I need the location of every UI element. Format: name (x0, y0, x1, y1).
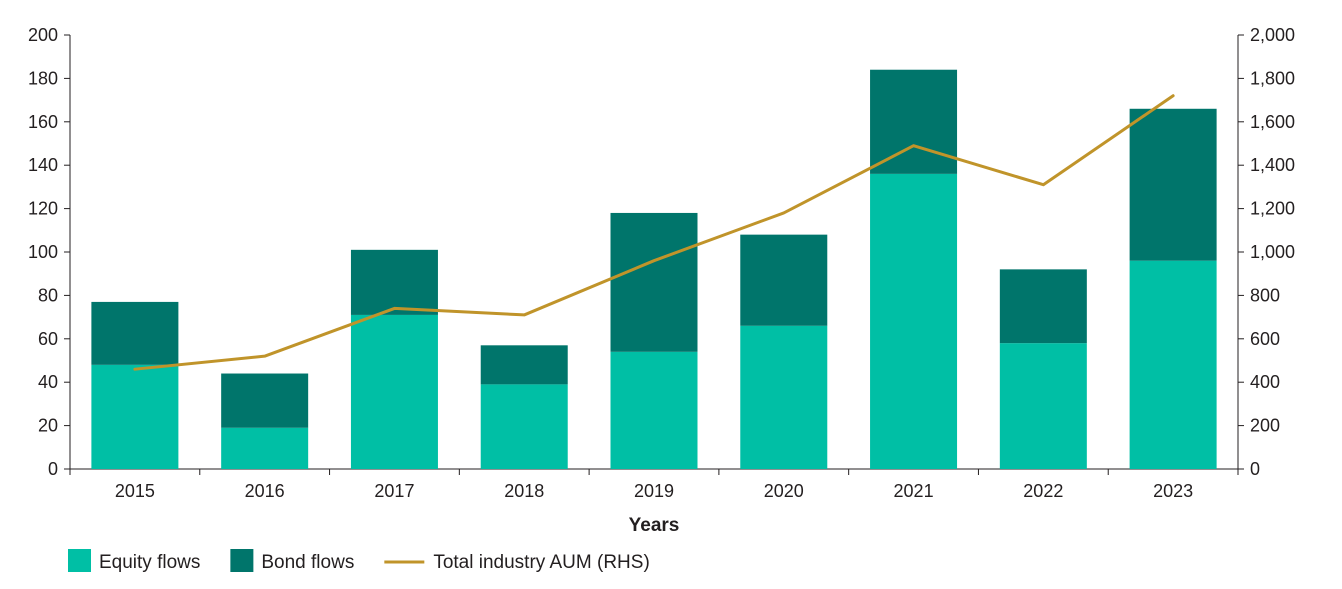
y-left-tick-label: 180 (28, 68, 58, 88)
bond-flows-bar (91, 301, 179, 365)
y-right-tick-label: 400 (1250, 372, 1280, 392)
x-tick-label: 2018 (504, 481, 544, 501)
y-right-tick-label: 1,000 (1250, 242, 1295, 262)
y-left-tick-label: 140 (28, 155, 58, 175)
equity-flows-bar (480, 384, 568, 469)
y-right-tick-label: 1,200 (1250, 199, 1295, 219)
bond-flows-bar (999, 269, 1087, 344)
y-left-tick-label: 0 (48, 459, 58, 479)
y-right-tick-label: 1,800 (1250, 68, 1295, 88)
y-left-tick-label: 100 (28, 242, 58, 262)
y-left-tick-label: 60 (38, 329, 58, 349)
x-tick-label: 2019 (634, 481, 674, 501)
x-axis: 2015 2016 2017 2018 2019 2020 2021 2022 2023 (69, 468, 1239, 501)
y-axis-left: 0 20 40 60 80 100 120 140 160 180 200 (28, 25, 71, 479)
y-right-tick-label: 800 (1250, 285, 1280, 305)
bond-flows-bar (610, 212, 698, 352)
equity-flows-bar (221, 427, 309, 469)
aum-line-path (133, 94, 1175, 371)
x-tick-label: 2021 (894, 481, 934, 501)
bond-flows-bar (350, 249, 438, 315)
bond-flows-bar (1129, 108, 1217, 261)
y-axis-right: 0 200 400 600 800 1,000 1,200 1,400 1,600 1,800 2,… (1237, 25, 1295, 479)
y-right-tick-label: 2,000 (1250, 25, 1295, 45)
legend-label-bond-flows: Bond flows (261, 552, 354, 573)
bond-flows-bar (221, 373, 309, 428)
y-right-tick-label: 0 (1250, 459, 1260, 479)
equity-flows-bar (350, 314, 438, 469)
equity-flows-bar (1129, 260, 1217, 469)
equity-flows-bar (740, 325, 828, 469)
y-left-tick-label: 200 (28, 25, 58, 45)
x-tick-label: 2022 (1023, 481, 1063, 501)
equity-flows-bar (999, 343, 1087, 469)
aum-line (133, 94, 1175, 371)
equity-flows-bar (610, 351, 698, 469)
x-tick-label: 2017 (374, 481, 414, 501)
x-tick-label: 2023 (1153, 481, 1193, 501)
legend-swatch-bond-flows (230, 549, 254, 572)
y-left-tick-label: 80 (38, 285, 58, 305)
y-left-tick-label: 160 (28, 112, 58, 132)
y-left-tick-label: 40 (38, 372, 58, 392)
bond-flows-bar (480, 345, 568, 385)
x-axis-title: Years (629, 515, 680, 536)
equity-flows-bar (91, 364, 179, 469)
x-tick-label: 2016 (245, 481, 285, 501)
bond-flows-bar (740, 234, 828, 326)
legend-label-total-industry-aum-rhs-: Total industry AUM (RHS) (433, 552, 649, 573)
legend-label-equity-flows: Equity flows (99, 552, 200, 573)
bars (91, 69, 1217, 469)
y-right-tick-label: 1,400 (1250, 155, 1295, 175)
y-left-tick-label: 20 (38, 416, 58, 436)
legend-swatch-equity-flows (68, 549, 91, 572)
equity-flows-bar (870, 173, 958, 469)
legend: Equity flows Bond flows Total industry AUM… (68, 549, 650, 573)
y-right-tick-label: 200 (1250, 416, 1280, 436)
y-right-tick-label: 1,600 (1250, 112, 1295, 132)
y-left-tick-label: 120 (28, 199, 58, 219)
bond-flows-bar (870, 69, 958, 174)
x-tick-label: 2020 (764, 481, 804, 501)
y-right-tick-label: 600 (1250, 329, 1280, 349)
x-tick-label: 2015 (115, 481, 155, 501)
